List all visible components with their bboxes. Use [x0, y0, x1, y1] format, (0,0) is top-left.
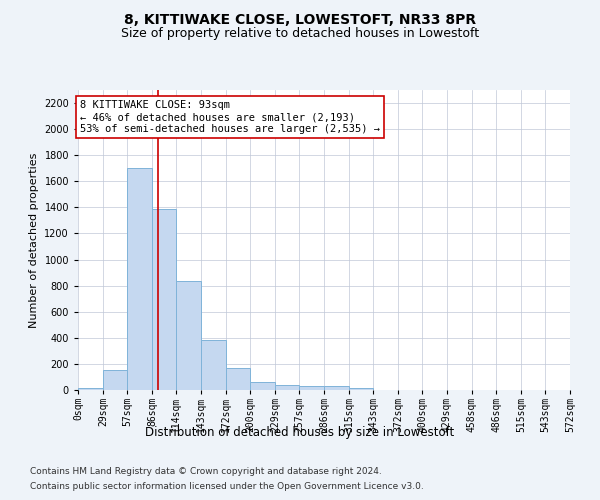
Bar — [152, 208, 176, 390]
Text: Distribution of detached houses by size in Lowestoft: Distribution of detached houses by size … — [145, 426, 455, 439]
Text: 8 KITTIWAKE CLOSE: 93sqm
← 46% of detached houses are smaller (2,193)
53% of sem: 8 KITTIWAKE CLOSE: 93sqm ← 46% of detach… — [80, 100, 380, 134]
Text: Contains public sector information licensed under the Open Government Licence v3: Contains public sector information licen… — [30, 482, 424, 491]
Text: Size of property relative to detached houses in Lowestoft: Size of property relative to detached ho… — [121, 28, 479, 40]
Bar — [78, 388, 103, 390]
Bar — [226, 368, 250, 390]
Text: Contains HM Land Registry data © Crown copyright and database right 2024.: Contains HM Land Registry data © Crown c… — [30, 467, 382, 476]
Text: 8, KITTIWAKE CLOSE, LOWESTOFT, NR33 8PR: 8, KITTIWAKE CLOSE, LOWESTOFT, NR33 8PR — [124, 12, 476, 26]
Bar — [275, 385, 299, 390]
Bar — [201, 340, 226, 390]
Bar — [299, 386, 324, 390]
Bar — [250, 382, 275, 390]
Y-axis label: Number of detached properties: Number of detached properties — [29, 152, 38, 328]
Bar — [349, 388, 373, 390]
Bar — [103, 370, 127, 390]
Bar — [324, 386, 349, 390]
Bar — [176, 281, 201, 390]
Bar — [127, 168, 152, 390]
